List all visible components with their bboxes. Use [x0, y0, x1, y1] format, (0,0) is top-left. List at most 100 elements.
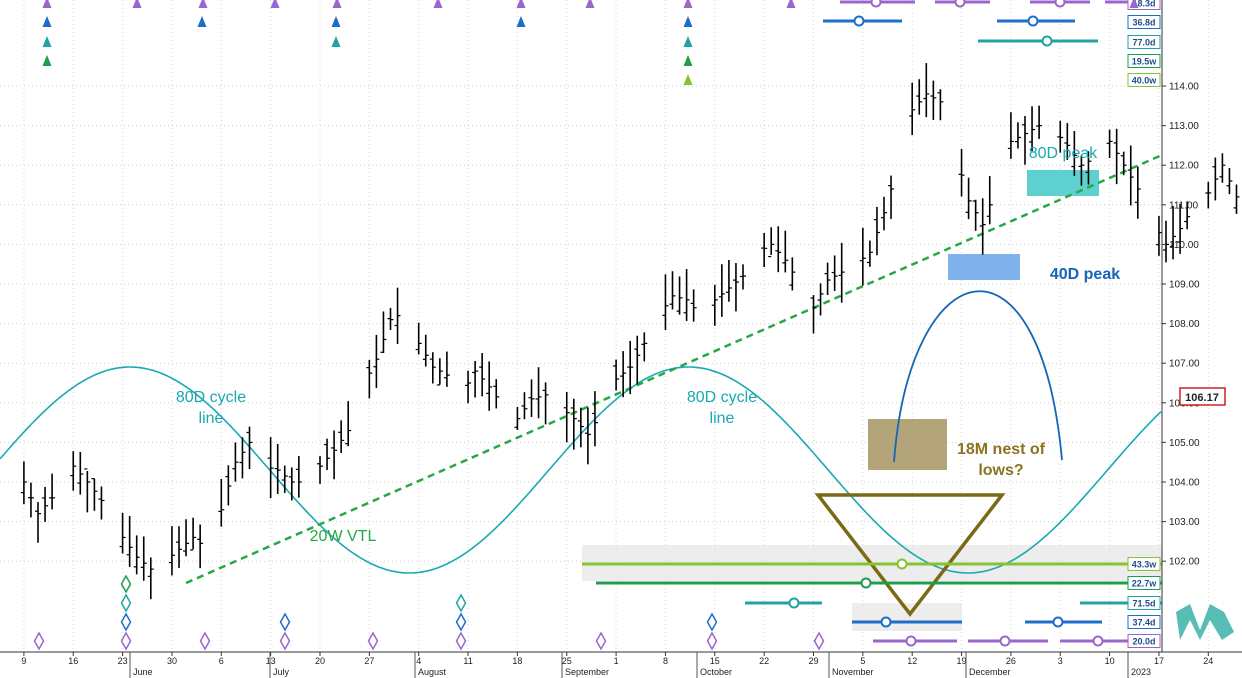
x-tick-label: 16: [68, 656, 78, 666]
cycle-overlay: 18.3d 36.8d 77.0d 19.5w 40.0w 43.3w 22.7w 71.5d…: [33, 0, 1234, 651]
cycle-37-4d-line-a-marker: [880, 616, 892, 628]
y-tick-label: 113.00: [1169, 121, 1199, 132]
month-label: October: [700, 667, 732, 677]
cycle-diamond-37d: [279, 612, 291, 632]
x-tick-label: 24: [1203, 656, 1213, 666]
y-tick-label: 114.00: [1169, 82, 1199, 93]
cycle-marker-top: [683, 74, 693, 85]
cycle-label-box: [1127, 73, 1161, 87]
cycle-diamond-22w: [120, 574, 132, 594]
cycle-marker-top: [332, 0, 342, 8]
cycle-marker-top: [786, 0, 796, 8]
annotation-80d-peak: 80D peak: [1029, 145, 1098, 162]
cycle-diamond-37d: [455, 612, 467, 632]
cycle-label-box: [1127, 557, 1161, 571]
cycle-label-box: [1127, 615, 1161, 629]
cycle-label: 43.3w: [1132, 560, 1158, 570]
cycle-label: 18.3d: [1132, 0, 1155, 9]
cycle-label-box: [1127, 15, 1161, 29]
last-price-label: 106.17: [1185, 392, 1219, 404]
cycle-marker-top: [683, 55, 693, 66]
cycle-diamond-20d: [706, 631, 718, 651]
cycle-marker-top: [683, 0, 693, 8]
x-tick-label: 29: [808, 656, 818, 666]
peak-80d-box: [1027, 170, 1099, 196]
cycle-20d-line-c-marker: [1092, 635, 1104, 647]
support-band-small: [852, 603, 962, 631]
x-tick-label: 23: [118, 656, 128, 666]
x-tick-label: 12: [907, 656, 917, 666]
cycle-label-box: [1127, 35, 1161, 49]
x-axis: 9 16 23 30 6 13 20 27 4 11 18 25 1 8 15 22 29 5 12 19 26 3 10 1…: [0, 651, 1242, 678]
cycle-label-box: [1127, 596, 1161, 610]
y-axis: 102.00103.00104.00105.00106.00107.00108.…: [1161, 0, 1200, 652]
cycle-label-box: [1127, 0, 1161, 10]
cycle-diamond-20d: [455, 631, 467, 651]
annotation-80d-cycle-left: 80D cycle line: [176, 389, 246, 427]
cycle-diamond-20d: [120, 631, 132, 651]
cycle-36-8d-line-a-marker: [853, 15, 865, 27]
x-tick-label: 13: [266, 656, 276, 666]
y-tick-label: 104.00: [1169, 478, 1200, 489]
y-tick-label: 107.00: [1169, 359, 1200, 370]
cycle-37-4d-line-b-marker: [1052, 616, 1064, 628]
cycle-marker-top: [433, 0, 443, 8]
logo-shape: [1176, 604, 1234, 640]
month-label: December: [969, 667, 1011, 677]
x-tick-label: 18: [512, 656, 522, 666]
x-tick-label: 10: [1105, 656, 1115, 666]
cycle-shapes: [0, 153, 1163, 631]
x-tick-label: 22: [759, 656, 769, 666]
x-tick-label: 25: [562, 656, 572, 666]
y-tick-label: 112.00: [1169, 161, 1199, 172]
cycle-diamond-71d: [120, 593, 132, 613]
cycle-diamond-71d: [455, 593, 467, 613]
x-tick-label: 15: [710, 656, 720, 666]
x-tick-label: 6: [219, 656, 224, 666]
y-tick-label: 108.00: [1169, 319, 1200, 330]
cycle-label: 71.5d: [1132, 599, 1155, 609]
cycle-20d-line-b-marker: [999, 635, 1011, 647]
cycle-diamond-20d: [367, 631, 379, 651]
x-tick-label: 9: [21, 656, 26, 666]
grid: [0, 0, 1209, 652]
x-tick-label: 20: [315, 656, 325, 666]
x-tick-label: 26: [1006, 656, 1016, 666]
month-label: 2023: [1131, 667, 1151, 677]
month-label: September: [565, 667, 609, 677]
y-tick-label: 110.00: [1169, 240, 1199, 251]
y-tick-label: 102.00: [1169, 557, 1200, 568]
cycle-marker-top: [683, 16, 693, 27]
cycle-43-3w-line-marker: [896, 558, 908, 570]
annotation-line-2: lows?: [978, 462, 1023, 479]
annotation-80d-cycle-right: 80D cycle line: [687, 389, 757, 427]
cycle-diamond-20d: [33, 631, 45, 651]
cycle-diamond-20d: [595, 631, 607, 651]
cycle-label: 77.0d: [1132, 38, 1155, 48]
cycle-18-3d-line-b-marker: [954, 0, 966, 8]
cycle-label: 36.8d: [1132, 18, 1155, 28]
cycle-label-box: [1127, 54, 1161, 68]
cycle-36-8d-line-b-marker: [1027, 15, 1039, 27]
cycle-marker-top: [270, 0, 280, 8]
cycle-18-3d-line-c-marker: [1054, 0, 1066, 8]
cycle-40d-arc: [893, 290, 1063, 463]
y-tick-label: 111.00: [1169, 200, 1199, 211]
cycle-diamond-20d: [279, 631, 291, 651]
annotation-40d-peak: 40D peak: [1050, 266, 1120, 283]
x-tick-label: 8: [663, 656, 668, 666]
cycle-marker-top: [516, 0, 526, 8]
nest-of-lows-box: [868, 419, 947, 470]
cycle-marker-top: [1129, 0, 1139, 8]
annotation-18m-nest: 18M nest of lows?: [957, 441, 1046, 479]
annotation-line-2: line: [710, 410, 735, 427]
logo-icon: [1176, 604, 1234, 640]
cycle-marker-top: [42, 16, 52, 27]
x-tick-label: 1: [614, 656, 619, 666]
cycle-diamond-37d: [120, 612, 132, 632]
cycle-77d-line-marker: [1041, 35, 1053, 47]
cycle-label-box: [1127, 634, 1161, 648]
cycle-18-3d-line-a-marker: [870, 0, 882, 8]
cycle-label: 19.5w: [1132, 57, 1158, 67]
